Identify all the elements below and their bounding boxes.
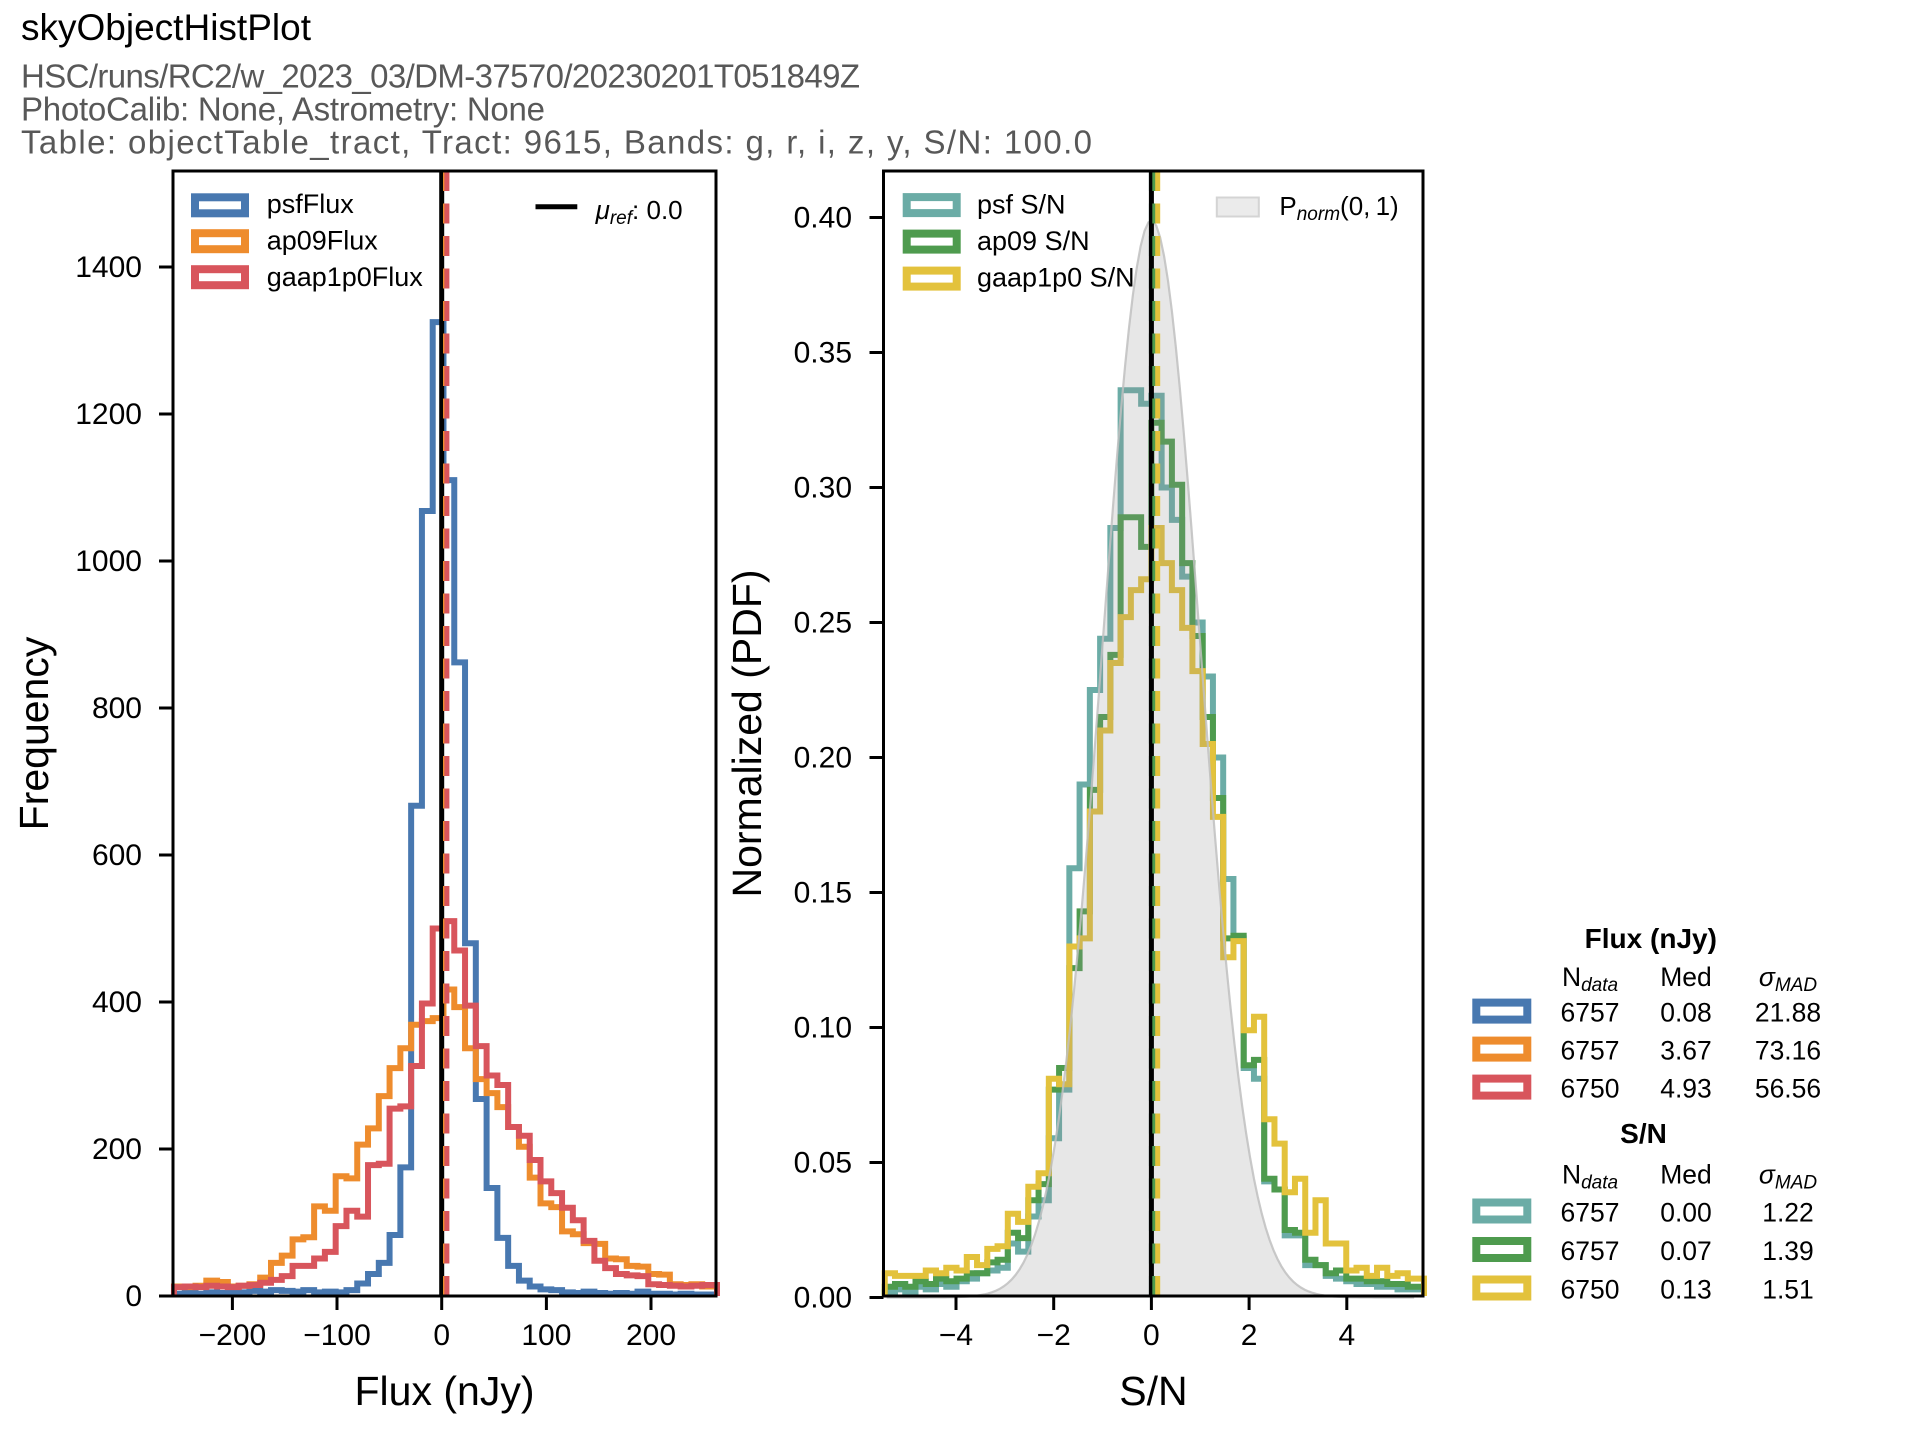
svg-text:ap09Flux: ap09Flux (267, 226, 379, 256)
svg-text:1.51: 1.51 (1762, 1275, 1814, 1305)
svg-text:Frequency: Frequency (11, 636, 57, 830)
svg-text:6757: 6757 (1561, 1236, 1620, 1266)
svg-text:0: 0 (125, 1280, 142, 1313)
svg-text:6750: 6750 (1561, 1275, 1620, 1305)
svg-text:73.16: 73.16 (1755, 1036, 1821, 1066)
svg-text:0.30: 0.30 (794, 472, 852, 505)
svg-text:ap09 S/N: ap09 S/N (977, 226, 1090, 256)
svg-text:21.88: 21.88 (1755, 998, 1821, 1028)
svg-text:−2: −2 (1037, 1319, 1071, 1352)
svg-text:Flux (nJy): Flux (nJy) (1585, 923, 1717, 954)
svg-text:−4: −4 (939, 1319, 973, 1352)
svg-text:2: 2 (1241, 1319, 1258, 1352)
svg-text:1.39: 1.39 (1762, 1236, 1814, 1266)
svg-text:6757: 6757 (1561, 998, 1620, 1028)
svg-text:Normalized (PDF): Normalized (PDF) (724, 569, 770, 897)
svg-text:3.67: 3.67 (1660, 1036, 1712, 1066)
svg-text:200: 200 (92, 1133, 142, 1166)
svg-text:Ndata: Ndata (1562, 962, 1618, 996)
svg-text:Flux (nJy): Flux (nJy) (355, 1368, 535, 1414)
svg-text:−200: −200 (199, 1319, 267, 1352)
svg-text:gaap1p0 S/N: gaap1p0 S/N (977, 263, 1135, 293)
svg-text:0.07: 0.07 (1660, 1236, 1712, 1266)
svg-text:1.22: 1.22 (1762, 1198, 1814, 1228)
svg-text:0.05: 0.05 (794, 1147, 852, 1180)
svg-text:400: 400 (92, 986, 142, 1019)
svg-text:600: 600 (92, 839, 142, 872)
svg-text:Med: Med (1660, 962, 1712, 992)
svg-text:0: 0 (1143, 1319, 1160, 1352)
svg-text:0.13: 0.13 (1660, 1275, 1712, 1305)
svg-text:56.56: 56.56 (1755, 1074, 1821, 1104)
svg-text:200: 200 (626, 1319, 676, 1352)
svg-text:0.00: 0.00 (794, 1282, 852, 1315)
svg-text:0.08: 0.08 (1660, 998, 1712, 1028)
svg-text:0.00: 0.00 (1660, 1198, 1712, 1228)
svg-text:μref: 0.0: μref: 0.0 (595, 195, 683, 229)
svg-text:−100: −100 (303, 1319, 371, 1352)
svg-text:0.15: 0.15 (794, 877, 852, 910)
svg-text:6757: 6757 (1561, 1036, 1620, 1066)
svg-text:skyObjectHistPlot: skyObjectHistPlot (21, 7, 312, 48)
svg-text:Med: Med (1660, 1160, 1712, 1190)
svg-text:0.20: 0.20 (794, 742, 852, 775)
svg-text:6750: 6750 (1561, 1074, 1620, 1104)
svg-text:0.25: 0.25 (794, 607, 852, 640)
svg-text:6757: 6757 (1561, 1198, 1620, 1228)
svg-text:0.35: 0.35 (794, 337, 852, 370)
svg-text:0.10: 0.10 (794, 1012, 852, 1045)
svg-text:1400: 1400 (75, 251, 142, 284)
svg-text:100: 100 (521, 1319, 571, 1352)
svg-text:1000: 1000 (75, 545, 142, 578)
svg-text:S/N: S/N (1119, 1368, 1187, 1414)
svg-text:PhotoCalib: None, Astrometry:: PhotoCalib: None, Astrometry: None (21, 91, 545, 128)
svg-text:gaap1p0Flux: gaap1p0Flux (267, 262, 424, 292)
svg-text:Table: objectTable_tract, Trac: Table: objectTable_tract, Tract: 9615, B… (21, 124, 1092, 161)
svg-text:800: 800 (92, 692, 142, 725)
svg-text:HSC/runs/RC2/w_2023_03/DM-3757: HSC/runs/RC2/w_2023_03/DM-37570/20230201… (21, 58, 860, 95)
svg-text:0.40: 0.40 (794, 202, 852, 235)
svg-text:4: 4 (1338, 1319, 1355, 1352)
svg-text:4.93: 4.93 (1660, 1074, 1712, 1104)
svg-text:psf S/N: psf S/N (977, 190, 1066, 220)
svg-text:psfFlux: psfFlux (267, 189, 355, 219)
svg-text:1200: 1200 (75, 398, 142, 431)
svg-text:S/N: S/N (1620, 1118, 1667, 1149)
svg-text:0: 0 (433, 1319, 450, 1352)
